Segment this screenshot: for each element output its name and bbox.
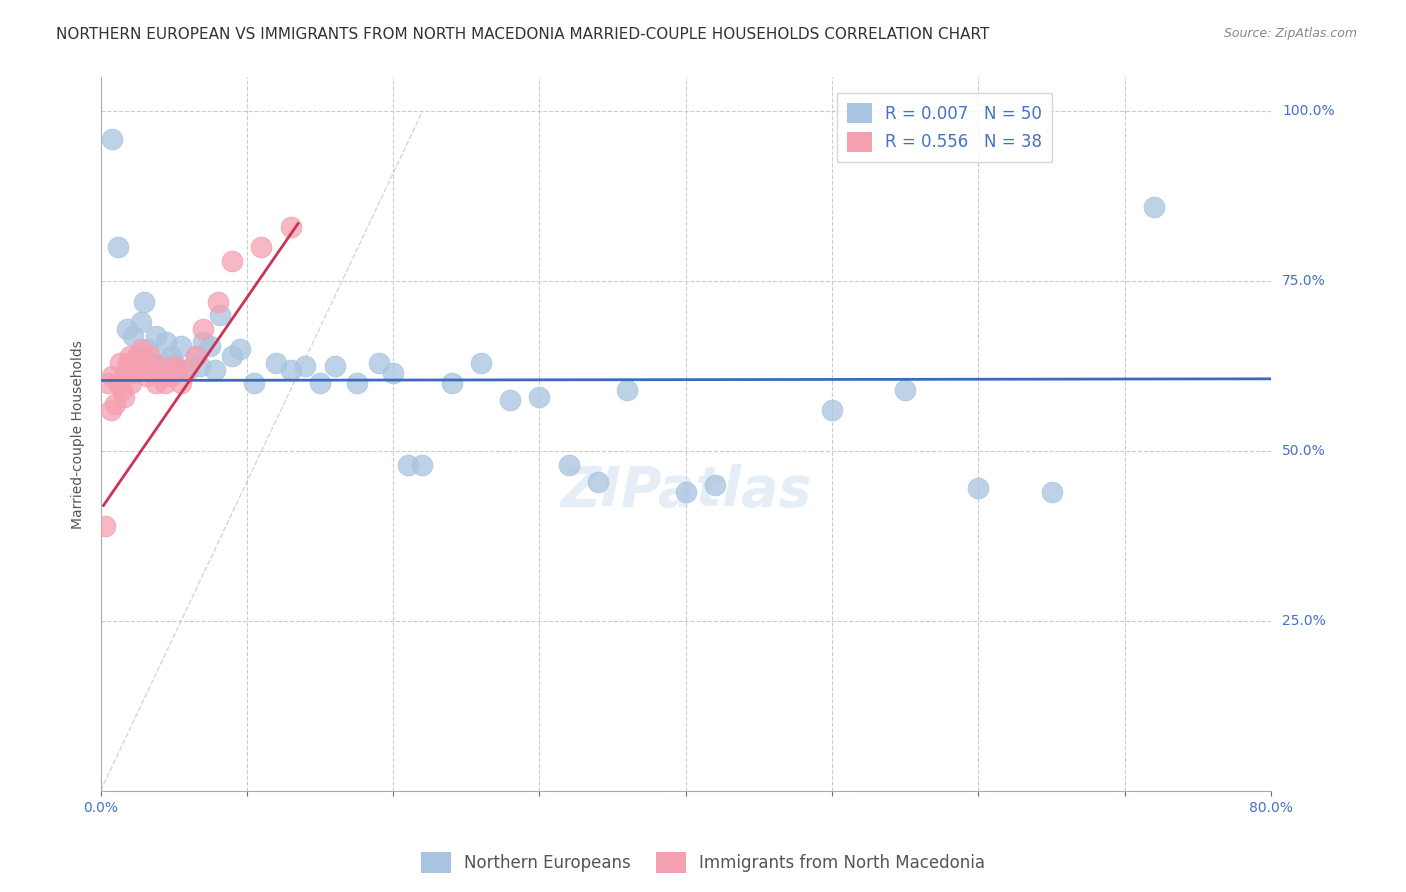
Point: [821, 403, 844, 417]
Point: [131, 315, 153, 329]
Point: [675, 484, 697, 499]
Point: [124, 362, 146, 376]
Point: [107, 376, 129, 391]
Point: [136, 342, 159, 356]
Point: [136, 369, 159, 384]
Point: [967, 482, 990, 496]
Point: [145, 328, 167, 343]
Point: [148, 362, 170, 376]
Point: [470, 356, 492, 370]
Point: [115, 322, 138, 336]
Text: 25.0%: 25.0%: [1282, 614, 1326, 628]
Point: [280, 219, 302, 234]
Point: [101, 369, 124, 384]
Point: [100, 403, 122, 417]
Point: [323, 359, 346, 374]
Point: [112, 390, 135, 404]
Point: [207, 294, 229, 309]
Point: [529, 390, 551, 404]
Point: [118, 349, 141, 363]
Point: [121, 328, 143, 343]
Point: [396, 458, 419, 472]
Text: 50.0%: 50.0%: [1282, 444, 1326, 458]
Y-axis label: Married-couple Households: Married-couple Households: [72, 340, 86, 529]
Point: [250, 240, 273, 254]
Point: [170, 339, 193, 353]
Point: [440, 376, 463, 391]
Text: 75.0%: 75.0%: [1282, 274, 1326, 288]
Point: [97, 376, 120, 391]
Legend: R = 0.007   N = 50, R = 0.556   N = 38: R = 0.007 N = 50, R = 0.556 N = 38: [837, 93, 1052, 162]
Point: [174, 362, 197, 376]
Point: [204, 362, 226, 376]
Point: [159, 369, 181, 384]
Point: [184, 349, 207, 363]
Point: [1040, 484, 1063, 499]
Point: [177, 362, 200, 376]
Point: [1143, 200, 1166, 214]
Point: [127, 349, 149, 363]
Point: [159, 349, 181, 363]
Point: [586, 475, 609, 489]
Point: [243, 376, 266, 391]
Point: [184, 349, 207, 363]
Point: [188, 359, 211, 374]
Point: [264, 356, 287, 370]
Point: [104, 396, 127, 410]
Point: [163, 359, 186, 374]
Point: [704, 478, 727, 492]
Point: [94, 519, 117, 533]
Point: [309, 376, 332, 391]
Point: [170, 376, 193, 391]
Point: [280, 362, 302, 376]
Point: [153, 376, 176, 391]
Point: [101, 131, 124, 145]
Point: [150, 369, 173, 384]
Point: [121, 366, 143, 380]
Point: [411, 458, 433, 472]
Point: [139, 349, 162, 363]
Point: [221, 253, 243, 268]
Point: [166, 362, 188, 376]
Point: [557, 458, 579, 472]
Text: ZIPatlas: ZIPatlas: [560, 464, 811, 518]
Point: [200, 339, 222, 353]
Point: [150, 356, 173, 370]
Point: [163, 356, 186, 370]
Point: [156, 362, 179, 376]
Point: [115, 366, 138, 380]
Legend: Northern Europeans, Immigrants from North Macedonia: Northern Europeans, Immigrants from Nort…: [415, 846, 991, 880]
Point: [367, 356, 389, 370]
Point: [616, 383, 638, 397]
Point: [114, 366, 136, 380]
Text: 100.0%: 100.0%: [1282, 104, 1334, 119]
Point: [111, 383, 134, 397]
Point: [134, 294, 156, 309]
Point: [155, 335, 177, 350]
Text: Source: ZipAtlas.com: Source: ZipAtlas.com: [1223, 27, 1357, 40]
Point: [108, 356, 131, 370]
Point: [382, 366, 405, 380]
Point: [120, 376, 142, 391]
Point: [145, 376, 167, 391]
Point: [228, 342, 250, 356]
Point: [128, 349, 150, 363]
Point: [141, 356, 163, 370]
Text: NORTHERN EUROPEAN VS IMMIGRANTS FROM NORTH MACEDONIA MARRIED-COUPLE HOUSEHOLDS C: NORTHERN EUROPEAN VS IMMIGRANTS FROM NOR…: [56, 27, 990, 42]
Point: [142, 366, 165, 380]
Point: [191, 335, 214, 350]
Point: [499, 393, 522, 408]
Point: [346, 376, 368, 391]
Point: [117, 356, 139, 370]
Point: [209, 308, 232, 322]
Point: [294, 359, 316, 374]
Point: [191, 322, 214, 336]
Point: [107, 240, 129, 254]
Point: [894, 383, 917, 397]
Point: [131, 342, 153, 356]
Point: [148, 359, 170, 374]
Point: [134, 356, 156, 370]
Point: [221, 349, 243, 363]
